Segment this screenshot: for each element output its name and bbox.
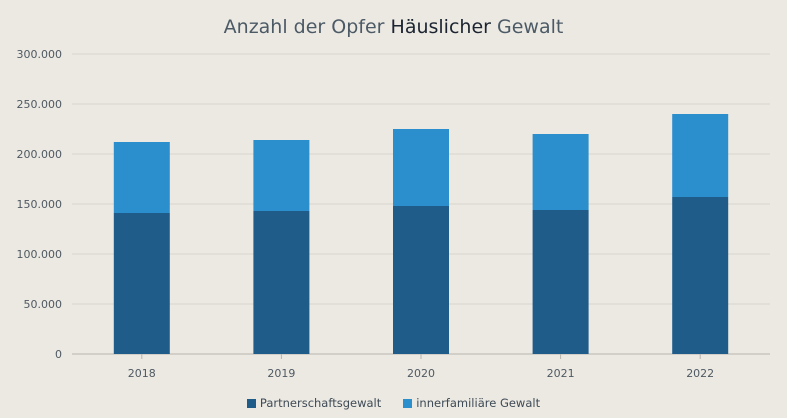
- bar-innerfamili-re-gewalt-2018: [113, 142, 170, 213]
- y-tick-label: 300.000: [17, 48, 63, 61]
- x-tick-label: 2019: [267, 367, 295, 380]
- legend-item-innerfamiliaere-gewalt: innerfamiliäre Gewalt: [403, 396, 540, 410]
- x-tick-label: 2022: [686, 367, 714, 380]
- bar-innerfamili-re-gewalt-2022: [672, 114, 729, 197]
- y-tick-label: 150.000: [17, 198, 63, 211]
- legend-swatch-partnerschaftsgewalt: [246, 398, 256, 408]
- bar-partnerschaftsgewalt-2018: [113, 213, 170, 354]
- legend-label-innerfamiliaere-gewalt: innerfamiliäre Gewalt: [416, 396, 541, 410]
- y-tick-label: 250.000: [17, 98, 63, 111]
- bar-innerfamili-re-gewalt-2020: [393, 129, 449, 206]
- bar-partnerschaftsgewalt-2020: [393, 206, 449, 354]
- y-tick-label: 200.000: [17, 148, 63, 161]
- bar-partnerschaftsgewalt-2022: [672, 197, 729, 354]
- y-tick-label: 0: [55, 348, 62, 361]
- bar-partnerschaftsgewalt-2021: [532, 210, 589, 354]
- chart-title-part-3: Gewalt: [490, 16, 564, 38]
- chart-title: Anzahl der Opfer Häuslicher Gewalt: [0, 16, 787, 38]
- legend-swatch-innerfamiliaere-gewalt: [403, 398, 413, 408]
- legend-item-partnerschaftsgewalt: Partnerschaftsgewalt: [246, 396, 382, 410]
- x-tick-label: 2018: [128, 367, 156, 380]
- chart-title-part-1: Anzahl der Opfer: [223, 16, 391, 38]
- x-tick-label: 2021: [547, 367, 575, 380]
- x-tick-label: 2020: [407, 367, 435, 380]
- legend: Partnerschaftsgewalt innerfamiliäre Gewa…: [0, 396, 787, 410]
- bar-innerfamili-re-gewalt-2019: [253, 140, 310, 211]
- bar-partnerschaftsgewalt-2019: [253, 211, 310, 354]
- chart-title-part-2: Häuslicher: [390, 16, 491, 38]
- bar-innerfamili-re-gewalt-2021: [532, 134, 589, 210]
- y-tick-label: 100.000: [17, 248, 63, 261]
- legend-label-partnerschaftsgewalt: Partnerschaftsgewalt: [259, 396, 382, 410]
- y-tick-label: 50.000: [24, 298, 63, 311]
